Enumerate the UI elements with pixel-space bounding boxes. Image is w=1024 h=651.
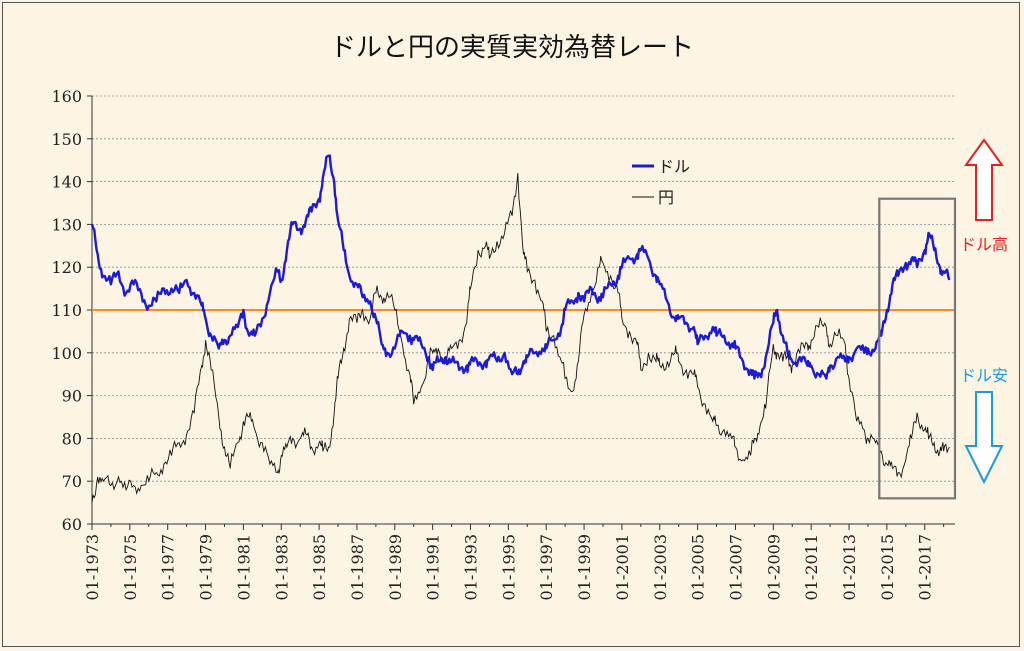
- series-group: [90, 154, 951, 503]
- x-tick-label: 01-1979: [197, 534, 216, 600]
- x-tick-label: 01-1991: [424, 534, 443, 600]
- down-arrow-icon: [964, 391, 1004, 485]
- x-tick-label: 01-2015: [878, 534, 897, 600]
- y-tick-label: 140: [51, 173, 82, 192]
- x-tick-label: 01-2003: [651, 534, 670, 600]
- x-tick-label: 01-2001: [613, 534, 632, 600]
- x-tick-label: 01-1981: [234, 534, 253, 600]
- x-tick-label: 01-1987: [348, 534, 367, 600]
- y-tick-label: 100: [51, 344, 82, 363]
- x-tick-label: 01-1973: [83, 534, 102, 600]
- y-tick-label: 160: [51, 87, 82, 106]
- x-tick-label: 01-1975: [121, 534, 140, 600]
- x-tick-label: 01-2005: [689, 534, 708, 600]
- legend-label-dollar: ドル: [658, 157, 690, 176]
- y-tick-label: 120: [51, 258, 82, 277]
- y-tick-label: 70: [62, 472, 82, 491]
- y-tick-label: 150: [51, 130, 82, 149]
- x-tick-label: 01-2007: [726, 534, 745, 600]
- dollar-weak-label: ドル安: [960, 366, 1008, 385]
- y-tick-label: 90: [62, 387, 82, 406]
- x-tick-label: 01-1985: [310, 534, 329, 600]
- x-tick-label: 01-1977: [159, 534, 178, 600]
- x-tick-label: 01-2013: [840, 534, 859, 600]
- series-line-yen: [91, 172, 950, 503]
- legend: ドル 円: [632, 157, 690, 207]
- dollar-strong-label: ドル高: [960, 235, 1008, 254]
- series-line-dollar: [90, 154, 951, 380]
- highlight-box-group: [878, 197, 957, 500]
- highlight-box: [878, 197, 957, 500]
- chart-title: ドルと円の実質実効為替レート: [330, 33, 694, 63]
- x-tick-label: 01-2009: [764, 534, 783, 600]
- up-arrow-icon: [964, 138, 1004, 221]
- x-tick-label: 01-2017: [916, 534, 935, 600]
- x-axis: 01-1973 01-1975 01-1977 01-1979 01-1981 01-19…: [83, 523, 955, 600]
- x-tick-label: 01-1999: [575, 534, 594, 600]
- y-tick-label: 80: [62, 429, 82, 448]
- y-tick-label: 130: [51, 215, 82, 234]
- x-tick-label: 01-1995: [499, 534, 518, 600]
- x-tick-label: 01-1983: [272, 534, 291, 600]
- x-tick-label: 01-1989: [386, 534, 405, 600]
- legend-label-yen: 円: [658, 188, 674, 207]
- y-tick-label: 60: [62, 515, 82, 534]
- annotations: ドル高 ドル安: [960, 138, 1008, 485]
- x-tick-label: 01-1993: [462, 534, 481, 600]
- grid-lines: [92, 95, 955, 482]
- x-tick-label: 01-2011: [802, 534, 821, 600]
- y-tick-label: 110: [51, 301, 82, 320]
- y-axis: 60 70 80 90 100 110 120 130 140 150 160: [51, 87, 93, 534]
- x-tick-label: 01-1997: [537, 534, 556, 600]
